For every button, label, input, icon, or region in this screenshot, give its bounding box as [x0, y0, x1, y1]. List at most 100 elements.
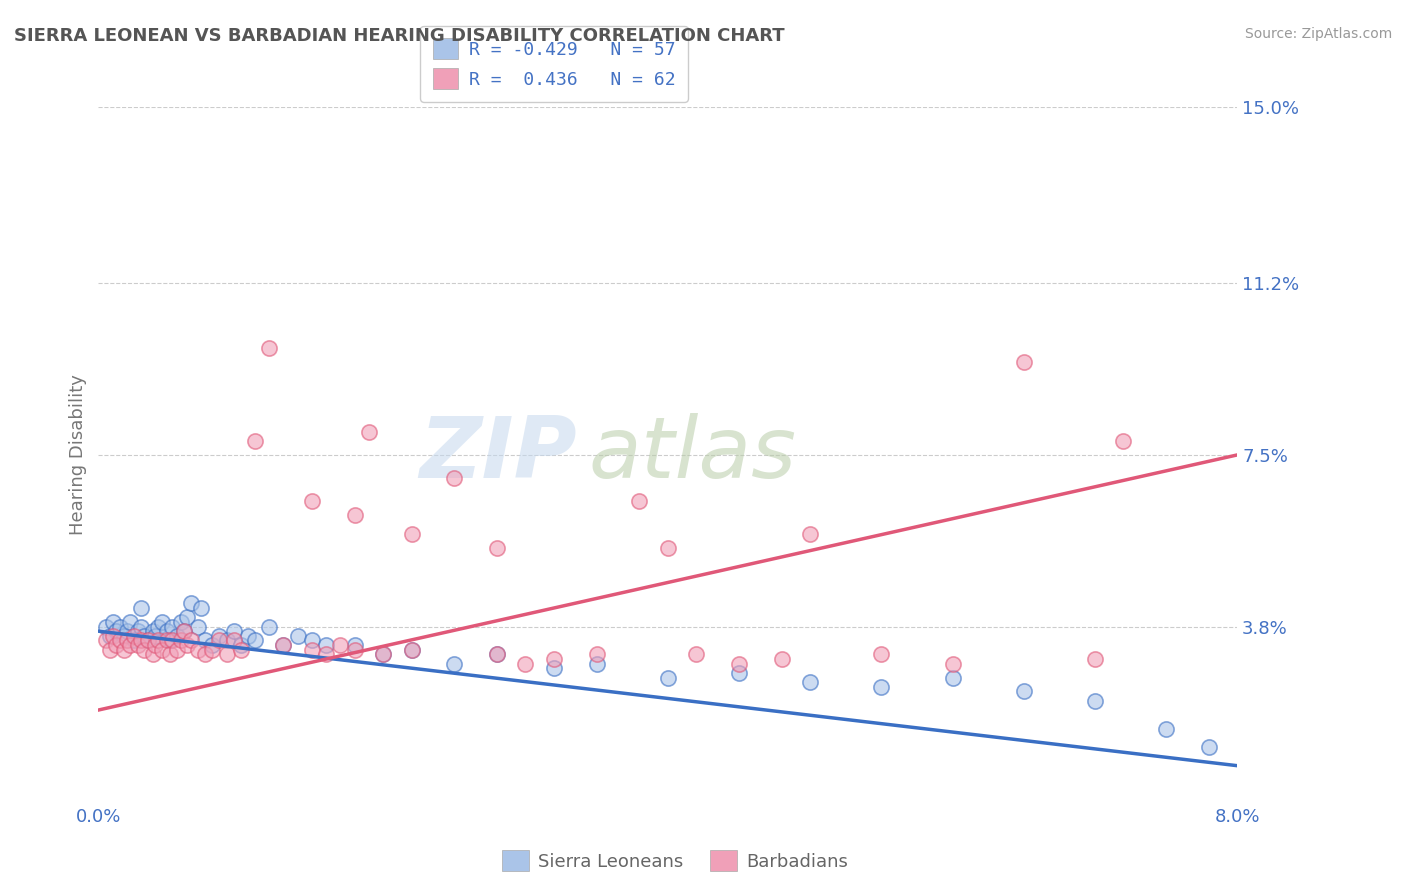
Point: [156, 633, 179, 648]
Point: [115, 624, 138, 639]
Point: [132, 629, 155, 643]
Point: [543, 661, 565, 675]
Point: [443, 657, 465, 671]
Point: [1154, 722, 1177, 736]
Text: SIERRA LEONEAN VS BARBADIAN HEARING DISABILITY CORRELATION CHART: SIERRA LEONEAN VS BARBADIAN HEARING DISA…: [14, 27, 785, 45]
Point: [201, 638, 224, 652]
Text: atlas: atlas: [588, 413, 796, 497]
Point: [401, 642, 423, 657]
Point: [343, 638, 366, 652]
Point: [329, 638, 352, 652]
Point: [1084, 694, 1107, 708]
Point: [301, 633, 323, 648]
Point: [122, 629, 145, 643]
Point: [799, 526, 821, 541]
Point: [108, 619, 131, 633]
Point: [173, 624, 195, 639]
Point: [190, 601, 212, 615]
Point: [127, 638, 149, 652]
Text: Source: ZipAtlas.com: Source: ZipAtlas.com: [1244, 27, 1392, 41]
Point: [194, 648, 217, 662]
Point: [122, 633, 145, 648]
Point: [1012, 684, 1035, 698]
Point: [628, 494, 651, 508]
Point: [104, 638, 127, 652]
Point: [371, 648, 394, 662]
Point: [162, 619, 184, 633]
Point: [176, 638, 198, 652]
Point: [112, 629, 135, 643]
Point: [141, 624, 163, 639]
Point: [799, 675, 821, 690]
Point: [1012, 355, 1035, 369]
Point: [180, 633, 202, 648]
Y-axis label: Hearing Disability: Hearing Disability: [69, 375, 87, 535]
Point: [215, 633, 238, 648]
Point: [115, 633, 138, 648]
Point: [118, 638, 141, 652]
Point: [94, 619, 117, 633]
Point: [152, 615, 174, 629]
Point: [170, 633, 193, 648]
Point: [112, 642, 135, 657]
Point: [543, 652, 565, 666]
Point: [301, 642, 323, 657]
Point: [315, 638, 337, 652]
Point: [148, 633, 170, 648]
Point: [401, 526, 423, 541]
Point: [222, 633, 245, 648]
Point: [94, 633, 117, 648]
Point: [1112, 434, 1135, 448]
Point: [515, 657, 537, 671]
Point: [108, 633, 131, 648]
Point: [287, 629, 309, 643]
Point: [98, 642, 121, 657]
Point: [243, 434, 266, 448]
Point: [176, 610, 198, 624]
Point: [148, 619, 170, 633]
Point: [162, 633, 184, 648]
Point: [101, 629, 124, 643]
Point: [301, 494, 323, 508]
Point: [870, 680, 893, 694]
Point: [166, 642, 188, 657]
Point: [208, 633, 231, 648]
Point: [152, 642, 174, 657]
Point: [243, 633, 266, 648]
Point: [129, 619, 152, 633]
Point: [259, 341, 281, 355]
Point: [104, 624, 127, 639]
Point: [98, 629, 121, 643]
Point: [942, 671, 965, 685]
Point: [187, 642, 209, 657]
Point: [273, 638, 295, 652]
Text: ZIP: ZIP: [419, 413, 576, 497]
Point: [180, 596, 202, 610]
Point: [443, 471, 465, 485]
Point: [486, 541, 509, 555]
Point: [101, 615, 124, 629]
Point: [273, 638, 295, 652]
Point: [215, 648, 238, 662]
Legend: R = -0.429   N = 57, R =  0.436   N = 62: R = -0.429 N = 57, R = 0.436 N = 62: [420, 26, 688, 102]
Point: [371, 648, 394, 662]
Point: [156, 624, 179, 639]
Point: [728, 665, 751, 680]
Point: [657, 671, 679, 685]
Point: [259, 619, 281, 633]
Point: [159, 648, 181, 662]
Point: [129, 601, 152, 615]
Point: [208, 629, 231, 643]
Point: [343, 508, 366, 523]
Point: [118, 615, 141, 629]
Point: [127, 624, 149, 639]
Point: [401, 642, 423, 657]
Point: [486, 648, 509, 662]
Point: [136, 633, 159, 648]
Point: [187, 619, 209, 633]
Point: [343, 642, 366, 657]
Point: [585, 657, 607, 671]
Point: [870, 648, 893, 662]
Point: [136, 633, 159, 648]
Point: [770, 652, 793, 666]
